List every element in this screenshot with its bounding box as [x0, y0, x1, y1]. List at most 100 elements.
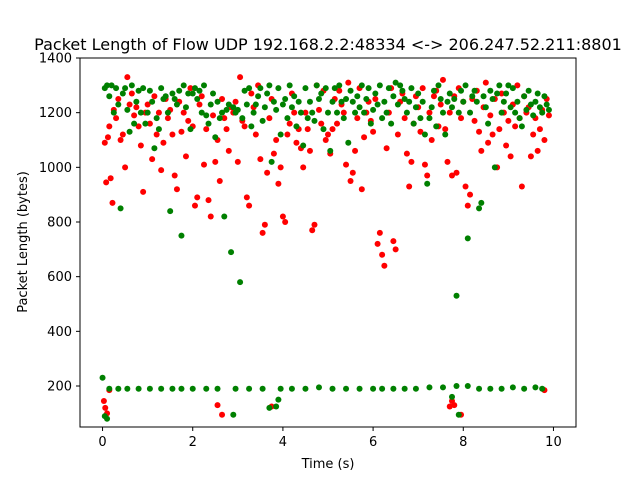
- data-point: [203, 126, 210, 133]
- data-point: [194, 96, 201, 102]
- data-point: [104, 82, 111, 89]
- data-point: [216, 178, 223, 184]
- data-point: [293, 123, 300, 130]
- data-point: [198, 93, 205, 100]
- data-point: [131, 112, 138, 119]
- data-point: [498, 109, 505, 116]
- data-point: [196, 87, 203, 94]
- data-point: [169, 90, 176, 97]
- data-point: [135, 123, 142, 130]
- data-point: [421, 161, 428, 168]
- data-point: [489, 96, 496, 102]
- data-point: [119, 131, 126, 138]
- data-point: [439, 109, 446, 116]
- data-point: [268, 158, 275, 165]
- data-point: [419, 98, 426, 105]
- x-axis-label: Time (s): [301, 457, 355, 472]
- data-point: [358, 82, 365, 89]
- data-point: [433, 123, 440, 130]
- y-tick-label: 800: [47, 216, 72, 231]
- data-point: [297, 109, 304, 116]
- data-point: [241, 87, 248, 94]
- data-point: [126, 101, 133, 108]
- data-point: [196, 101, 203, 108]
- data-point: [178, 128, 185, 135]
- data-point: [322, 85, 329, 92]
- data-point: [498, 385, 505, 392]
- data-point: [248, 90, 255, 97]
- data-point: [149, 98, 156, 105]
- data-point: [270, 98, 277, 105]
- data-point: [194, 194, 201, 201]
- data-point: [541, 137, 548, 143]
- data-point: [516, 115, 523, 122]
- data-point: [302, 109, 309, 116]
- data-point: [509, 384, 516, 391]
- data-point: [336, 82, 343, 89]
- data-point: [252, 131, 259, 138]
- data-point: [221, 213, 228, 220]
- data-point: [160, 139, 167, 146]
- data-point: [334, 109, 341, 116]
- data-point: [293, 139, 300, 146]
- data-point: [169, 385, 176, 392]
- data-point: [207, 101, 214, 108]
- data-point: [104, 134, 111, 141]
- data-point: [390, 238, 397, 245]
- data-point: [185, 117, 192, 124]
- data-point: [464, 383, 471, 389]
- data-point: [279, 101, 286, 108]
- data-point: [216, 115, 223, 122]
- data-point: [243, 101, 250, 108]
- data-point: [304, 126, 311, 133]
- data-point: [100, 398, 107, 405]
- data-point: [273, 403, 280, 410]
- data-point: [394, 131, 401, 138]
- data-point: [446, 90, 453, 97]
- x-tick-label: 2: [189, 435, 197, 450]
- data-point: [406, 183, 413, 190]
- data-point: [347, 87, 354, 94]
- data-point: [135, 385, 142, 392]
- data-point: [442, 131, 449, 138]
- data-point: [182, 104, 189, 111]
- data-point: [250, 109, 257, 116]
- data-point: [471, 87, 478, 94]
- data-point: [367, 120, 374, 127]
- data-point: [300, 142, 307, 149]
- data-point: [480, 93, 487, 100]
- x-tick-label: 4: [279, 435, 287, 450]
- data-point: [115, 385, 122, 392]
- x-axis: 0 2 4 6 8 10: [98, 427, 562, 450]
- data-point: [426, 115, 433, 122]
- data-point: [205, 197, 212, 204]
- data-point: [300, 164, 307, 171]
- data-point: [110, 109, 117, 116]
- data-point: [374, 101, 381, 108]
- data-point: [178, 385, 185, 392]
- data-point: [458, 87, 465, 94]
- data-point: [203, 385, 210, 392]
- data-point: [315, 96, 322, 102]
- data-point: [104, 415, 111, 422]
- data-point: [275, 180, 282, 187]
- data-point: [113, 85, 120, 92]
- data-point: [385, 85, 392, 92]
- data-point: [462, 183, 469, 190]
- data-point: [219, 411, 226, 418]
- data-point: [178, 232, 185, 239]
- series-2: [99, 79, 552, 422]
- data-point: [315, 106, 322, 113]
- data-point: [309, 227, 316, 234]
- chart-title: Packet Length of Flow UDP 192.168.2.2:48…: [34, 35, 622, 54]
- data-point: [417, 128, 424, 135]
- data-point: [153, 115, 160, 122]
- data-point: [302, 85, 309, 92]
- data-point: [291, 93, 298, 100]
- data-point: [498, 90, 505, 97]
- data-point: [203, 112, 210, 119]
- data-point: [167, 208, 174, 215]
- data-point: [370, 106, 377, 113]
- data-point: [428, 137, 435, 143]
- data-point: [318, 90, 325, 97]
